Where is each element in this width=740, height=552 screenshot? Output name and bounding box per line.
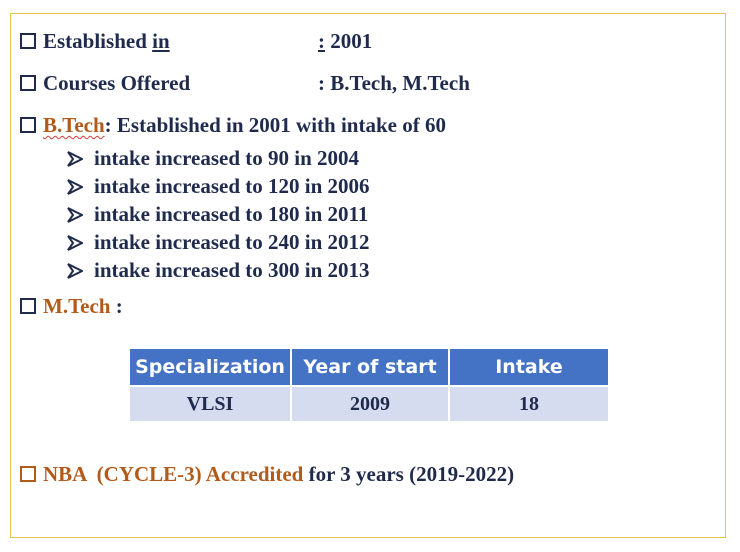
btech-row: B.Tech: Established in 2001 with intake … (20, 112, 446, 138)
established-value: : 2001 (318, 29, 373, 53)
list-item: intake increased to 300 in 2013 (67, 257, 370, 283)
mtech-name: M.Tech (43, 294, 111, 318)
courses-label: Courses Offered (43, 71, 191, 95)
cell-intake: 18 (448, 385, 610, 423)
checkbox-bullet-icon (20, 298, 36, 314)
arrow-bullet-icon (67, 229, 85, 255)
checkbox-bullet-icon (20, 117, 36, 133)
list-item: intake increased to 90 in 2004 (67, 145, 359, 171)
slide-frame (10, 13, 726, 538)
checkbox-bullet-icon (20, 75, 36, 91)
established-label: Established (43, 29, 153, 53)
list-item: intake increased to 240 in 2012 (67, 229, 370, 255)
table-header-row: Specialization Year of start Intake (128, 347, 610, 387)
list-item-text: intake increased to 120 in 2006 (94, 174, 370, 198)
list-item: intake increased to 180 in 2011 (67, 201, 368, 227)
nba-row: NBA (CYCLE-3) Accredited for 3 years (20… (20, 461, 514, 487)
column-header-year: Year of start (290, 347, 450, 387)
arrow-bullet-icon (67, 173, 85, 199)
arrow-bullet-icon (67, 145, 85, 171)
column-header-specialization: Specialization (128, 347, 292, 387)
nba-highlight: NBA (CYCLE-3) Accredited (43, 462, 304, 486)
mtech-text: : (110, 294, 123, 318)
courses-value: : B.Tech, M.Tech (318, 71, 470, 95)
list-item-text: intake increased to 180 in 2011 (94, 202, 369, 226)
checkbox-bullet-icon (20, 33, 36, 49)
arrow-bullet-icon (67, 201, 85, 227)
list-item: intake increased to 120 in 2006 (67, 173, 370, 199)
column-header-intake: Intake (448, 347, 610, 387)
specialization-table: Specialization Year of start Intake VLSI… (128, 347, 610, 423)
established-label-underlined: in (152, 29, 170, 53)
btech-text: : Established in 2001 with intake of 60 (104, 113, 446, 137)
cell-year: 2009 (290, 385, 450, 423)
btech-name: B.Tech (43, 113, 105, 137)
arrow-bullet-icon (67, 257, 85, 283)
checkbox-bullet-icon (20, 466, 36, 482)
established-row: Established in : 2001 (20, 28, 372, 54)
nba-text: for 3 years (2019-2022) (303, 462, 515, 486)
mtech-row: M.Tech : (20, 293, 123, 319)
list-item-text: intake increased to 240 in 2012 (94, 230, 370, 254)
table-row: VLSI 2009 18 (128, 385, 610, 423)
list-item-text: intake increased to 90 in 2004 (94, 146, 360, 170)
cell-specialization: VLSI (128, 385, 292, 423)
list-item-text: intake increased to 300 in 2013 (94, 258, 370, 282)
courses-row: Courses Offered : B.Tech, M.Tech (20, 70, 470, 96)
